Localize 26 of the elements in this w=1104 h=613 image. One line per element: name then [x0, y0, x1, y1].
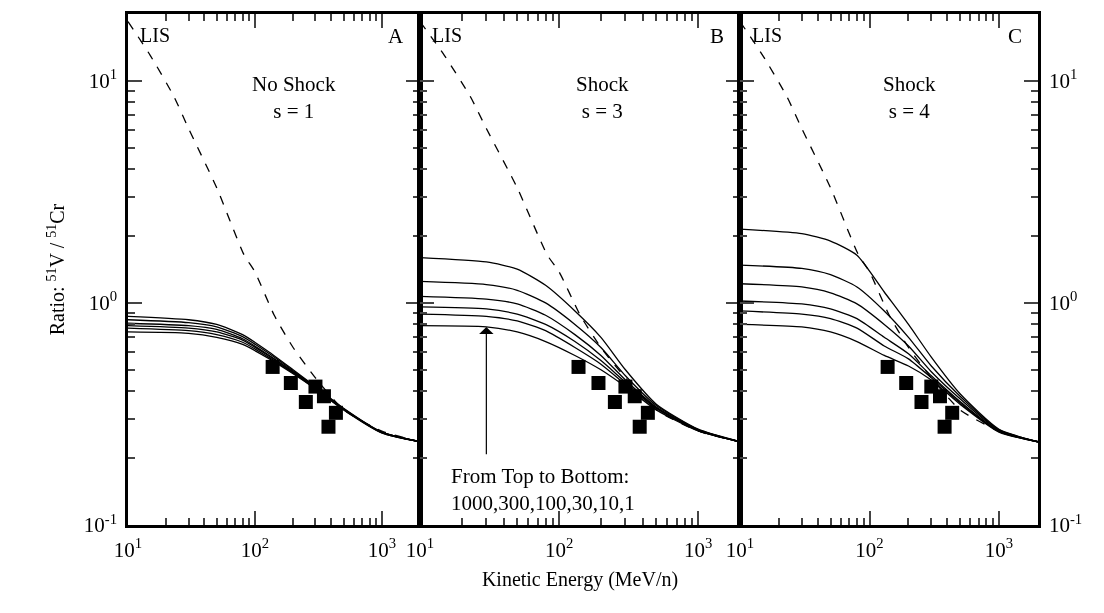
x-tick-label: 10$^{3}$ — [367, 535, 396, 562]
annotation: B — [710, 24, 725, 48]
series-label: LIS — [432, 24, 462, 46]
x-tick-label: 10$^{2}$ — [855, 535, 884, 562]
x-axis-title: Kinetic Energy (MeV/n) — [481, 568, 679, 592]
y-tick-label: 10$^{1}$ — [88, 66, 118, 94]
annotation: C — [1008, 24, 1023, 48]
x-tick-label: 10$^{3}$ — [984, 535, 1014, 562]
series-label: LIS — [752, 24, 782, 46]
annotation: A — [388, 24, 404, 48]
annotation: Shock s = 3 — [576, 72, 629, 124]
annotation: From Top to Bottom: 1000,300,100,30,10,1 — [451, 464, 635, 516]
annotation: No Shock s = 1 — [252, 72, 336, 124]
y-tick-label: 10$^{1}$ — [1048, 66, 1078, 94]
x-tick-label: 10$^{1}$ — [405, 535, 435, 562]
x-tick-label: 10$^{2}$ — [240, 535, 270, 562]
x-tick-label: 10$^{2}$ — [544, 535, 574, 562]
annotation: Shock s = 4 — [883, 72, 936, 124]
x-tick-label: 10$^{3}$ — [683, 535, 713, 562]
x-tick-label: 10$^{1}$ — [725, 535, 755, 562]
y-tick-label: 10$^{0}$ — [88, 288, 118, 316]
series-label: LIS — [140, 24, 170, 46]
y-tick-label: 10$^{-1}$ — [1048, 510, 1083, 538]
x-tick-label: 10$^{1}$ — [113, 535, 143, 562]
y-tick-label: 10$^{0}$ — [1048, 288, 1078, 316]
y-tick-label: 10$^{-1}$ — [83, 510, 118, 538]
